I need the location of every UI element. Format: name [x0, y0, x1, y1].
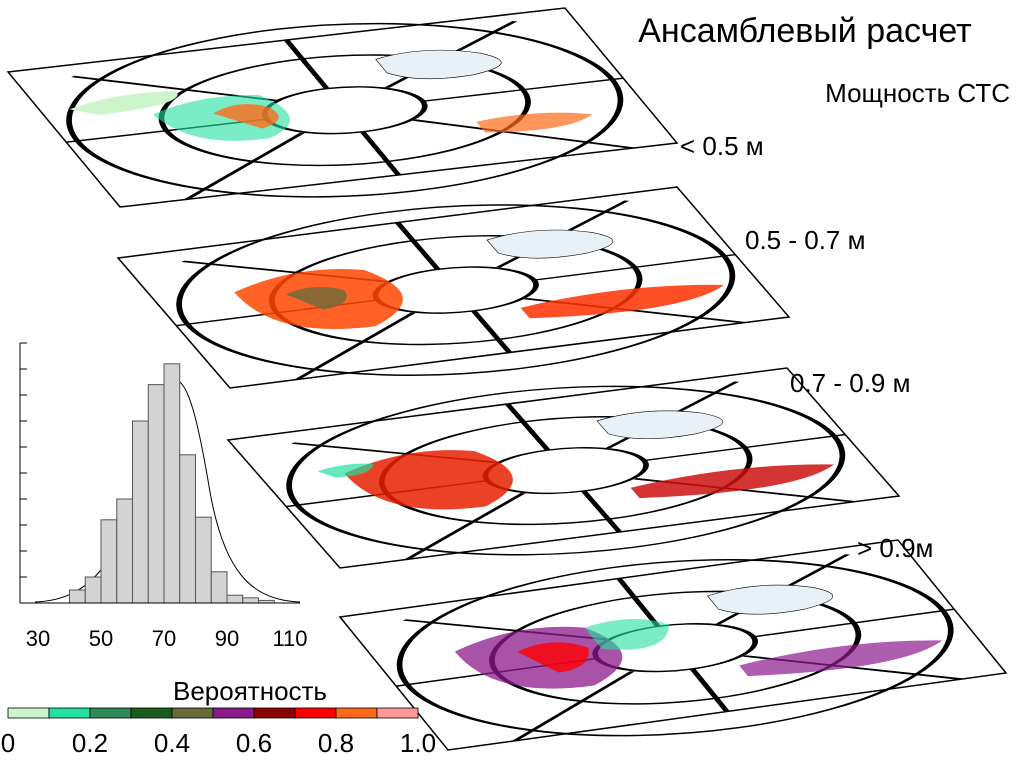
bar — [210, 571, 228, 604]
colorbar-label: 0.4 — [154, 728, 190, 758]
map-layer — [0, 0, 690, 223]
colorbar-swatch — [171, 707, 214, 719]
layer-label: 0.5 - 0.7 м — [745, 225, 866, 255]
bar — [226, 594, 244, 604]
colorbar-swatch — [48, 707, 91, 719]
x-tick-label: 90 — [215, 626, 239, 651]
bar — [116, 498, 133, 604]
x-tick-label: 70 — [152, 626, 176, 651]
bar — [179, 454, 196, 604]
bar — [100, 519, 118, 604]
colorbar-swatch — [376, 707, 419, 719]
colorbar-swatch — [294, 707, 337, 719]
bar — [195, 516, 212, 604]
colorbar-label: 0.2 — [72, 728, 108, 758]
colorbar-swatch — [89, 707, 132, 719]
colorbar-label: 0 — [1, 728, 15, 758]
colorbar-swatch — [7, 707, 50, 719]
map-layer — [219, 358, 912, 584]
bar — [132, 420, 149, 604]
subtitle: Мощность СТС — [825, 78, 1010, 108]
colorbar-swatch — [335, 707, 378, 719]
colorbar-label: 0.8 — [318, 728, 354, 758]
map-layer — [109, 177, 802, 404]
colorbar-title: Вероятность — [173, 676, 327, 706]
x-tick-label: 30 — [26, 626, 50, 651]
colorbar-swatch — [253, 707, 296, 719]
x-tick-label: 50 — [89, 626, 113, 651]
layer-label: 0.7 - 0.9 м — [790, 368, 911, 398]
x-tick-label: 110 — [272, 626, 307, 651]
colorbar-swatch — [212, 707, 255, 719]
colorbar-label: 1.0 — [400, 728, 436, 758]
title: Ансамблевый расчет — [638, 12, 972, 50]
bar — [84, 576, 102, 604]
bar — [147, 384, 165, 604]
colorbar-swatch — [130, 707, 173, 719]
layer-label: > 0.9м — [857, 533, 933, 563]
bar — [69, 589, 86, 604]
layer-label: < 0.5 м — [680, 131, 764, 161]
bar — [163, 363, 181, 604]
bar — [242, 597, 259, 604]
colorbar-label: 0.6 — [236, 728, 272, 758]
map-layer — [331, 529, 1019, 766]
